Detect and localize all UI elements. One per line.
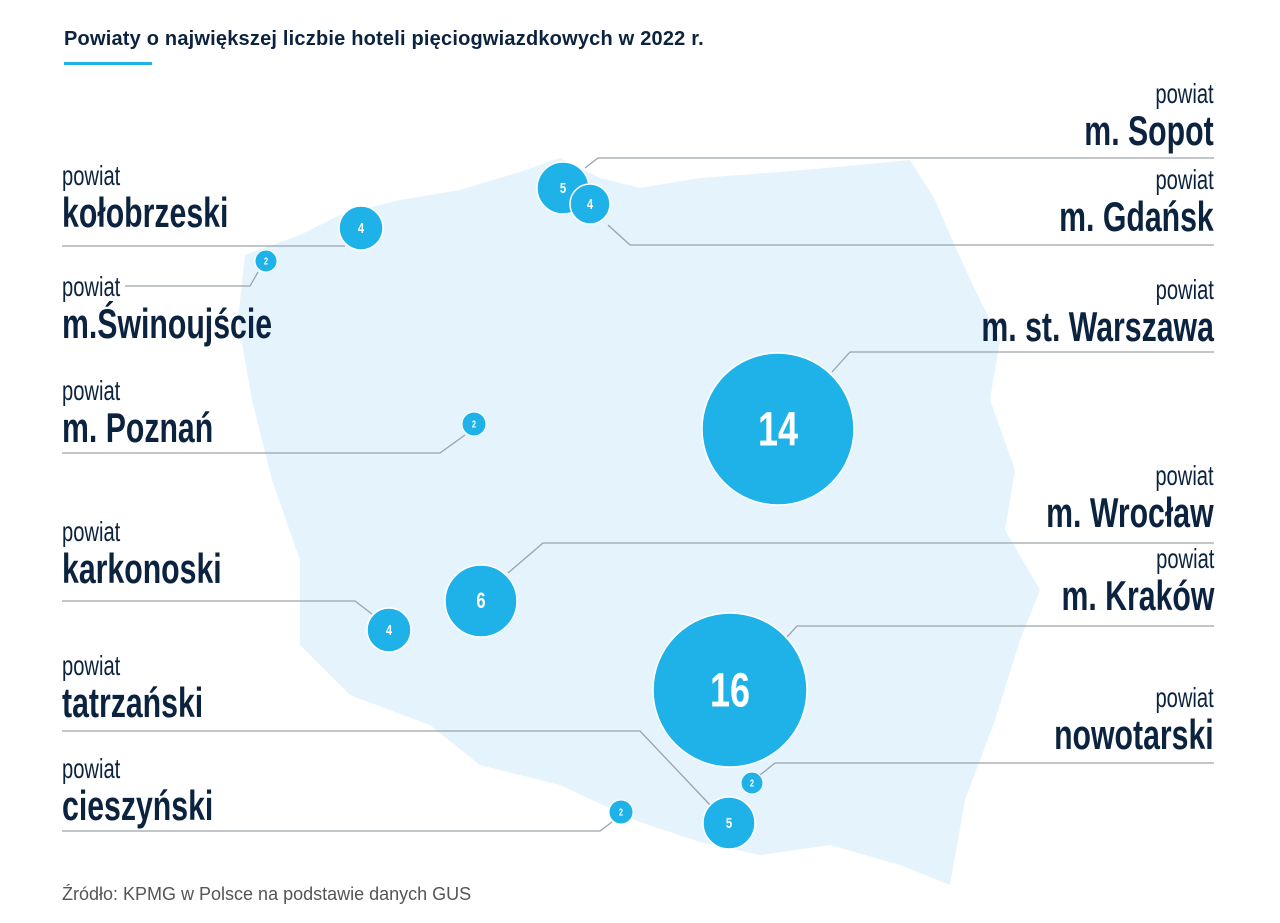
district-prefix: powiat (62, 271, 121, 302)
value-label: 6 (476, 589, 485, 614)
district-name: m. Kraków (1061, 572, 1214, 619)
district-name: cieszyński (62, 782, 214, 829)
district-name: tatrzański (62, 679, 204, 726)
leader-line (507, 542, 1214, 574)
value-marker (444, 564, 518, 638)
district-name: kołobrzeski (62, 189, 229, 236)
value-marker (254, 249, 278, 273)
value-label: 5 (560, 180, 566, 197)
district-prefix: powiat (62, 375, 121, 406)
district-name: m. Sopot (1084, 107, 1214, 154)
value-marker (701, 352, 855, 506)
value-label: 5 (726, 815, 732, 832)
district-prefix: powiat (62, 160, 121, 191)
leader-line (62, 821, 613, 832)
district-label: powiat m. st. Warszawa (891, 276, 1214, 348)
leader-line (607, 224, 1214, 246)
district-prefix: powiat (62, 650, 121, 681)
value-label: 14 (758, 402, 798, 455)
leader-line (62, 600, 373, 615)
value-marker (569, 183, 611, 225)
district-name: m. Poznań (62, 404, 214, 451)
value-marker (652, 612, 808, 768)
value-label: 4 (358, 220, 365, 237)
district-prefix: powiat (1155, 274, 1214, 305)
leader-line (759, 762, 1214, 776)
value-label: 16 (710, 663, 750, 716)
title-underline (64, 62, 152, 65)
district-name: m. Wrocław (1046, 489, 1214, 536)
value-label: 2 (750, 777, 754, 788)
poland-outline (238, 158, 1040, 885)
district-label: powiat cieszyński (62, 755, 272, 827)
district-name: nowotarski (1054, 711, 1214, 758)
district-name: m.Świnoujście (62, 300, 273, 347)
district-label: powiat nowotarski (992, 684, 1214, 756)
leader-line (62, 730, 713, 808)
value-label: 2 (472, 418, 476, 429)
district-label: powiat m. Wrocław (981, 462, 1214, 534)
district-label: powiat m. Kraków (1002, 545, 1214, 617)
district-label: powiat m.Świnoujście (62, 273, 354, 345)
district-prefix: powiat (62, 753, 121, 784)
district-prefix: powiat (1155, 78, 1214, 109)
value-marker (461, 411, 487, 437)
value-marker (338, 205, 384, 251)
district-prefix: powiat (62, 516, 121, 547)
value-marker (366, 607, 412, 653)
leader-line (584, 157, 1214, 169)
district-name: m. st. Warszawa (981, 303, 1214, 350)
value-marker (608, 799, 634, 825)
district-label: powiat m. Sopot (1034, 80, 1214, 152)
value-marker (702, 796, 756, 850)
value-marker (740, 771, 764, 795)
leader-line (125, 271, 259, 287)
district-prefix: powiat (1155, 682, 1214, 713)
district-label: powiat m. Poznań (62, 377, 272, 449)
leader-line (786, 625, 1214, 638)
district-label: powiat tatrzański (62, 652, 258, 724)
district-name: karkonoski (62, 545, 222, 592)
district-label: powiat kołobrzeski (62, 162, 293, 234)
district-prefix: powiat (1155, 460, 1214, 491)
chart-title: Powiaty o największej liczbie hoteli pię… (64, 28, 704, 50)
district-prefix: powiat (1155, 164, 1214, 195)
source-note: Źródło: KPMG w Polsce na podstawie danyc… (62, 884, 472, 904)
district-label: powiat m. Gdańsk (999, 166, 1214, 238)
value-label: 2 (264, 255, 268, 266)
leader-line (831, 351, 1214, 373)
district-label: powiat karkonoski (62, 518, 284, 590)
district-prefix: powiat (1155, 543, 1214, 574)
value-label: 2 (619, 806, 623, 817)
value-label: 4 (587, 196, 594, 213)
district-name: m. Gdańsk (1059, 193, 1214, 240)
leader-line (62, 434, 466, 454)
value-label: 4 (386, 622, 393, 639)
